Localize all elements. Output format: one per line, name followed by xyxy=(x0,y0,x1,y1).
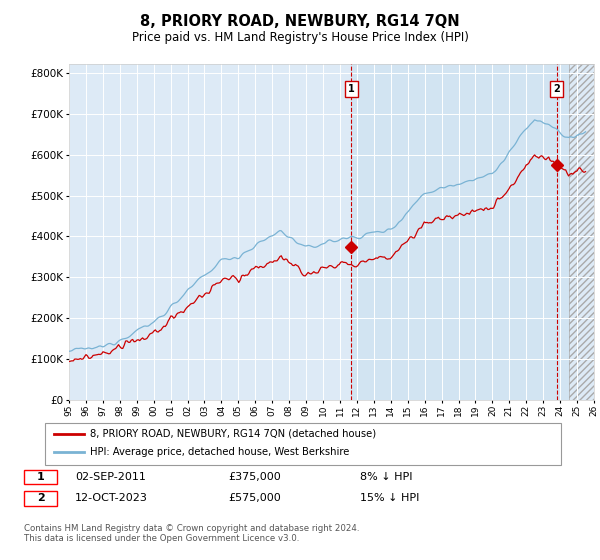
Text: 2: 2 xyxy=(553,84,560,94)
Text: £575,000: £575,000 xyxy=(228,493,281,503)
Text: 8, PRIORY ROAD, NEWBURY, RG14 7QN: 8, PRIORY ROAD, NEWBURY, RG14 7QN xyxy=(140,14,460,29)
Text: 02-SEP-2011: 02-SEP-2011 xyxy=(75,472,146,482)
Bar xyxy=(569,64,594,400)
Text: 1: 1 xyxy=(37,472,44,482)
Text: £375,000: £375,000 xyxy=(228,472,281,482)
Text: 8, PRIORY ROAD, NEWBURY, RG14 7QN (detached house): 8, PRIORY ROAD, NEWBURY, RG14 7QN (detac… xyxy=(90,429,376,439)
Text: 12-OCT-2023: 12-OCT-2023 xyxy=(75,493,148,503)
Text: Contains HM Land Registry data © Crown copyright and database right 2024.
This d: Contains HM Land Registry data © Crown c… xyxy=(24,524,359,543)
Text: Price paid vs. HM Land Registry's House Price Index (HPI): Price paid vs. HM Land Registry's House … xyxy=(131,31,469,44)
Text: HPI: Average price, detached house, West Berkshire: HPI: Average price, detached house, West… xyxy=(90,447,349,457)
Text: 8% ↓ HPI: 8% ↓ HPI xyxy=(360,472,413,482)
Text: 15% ↓ HPI: 15% ↓ HPI xyxy=(360,493,419,503)
Bar xyxy=(569,64,594,400)
Bar xyxy=(352,64,570,400)
Text: 2: 2 xyxy=(37,493,44,503)
Text: 1: 1 xyxy=(348,84,355,94)
